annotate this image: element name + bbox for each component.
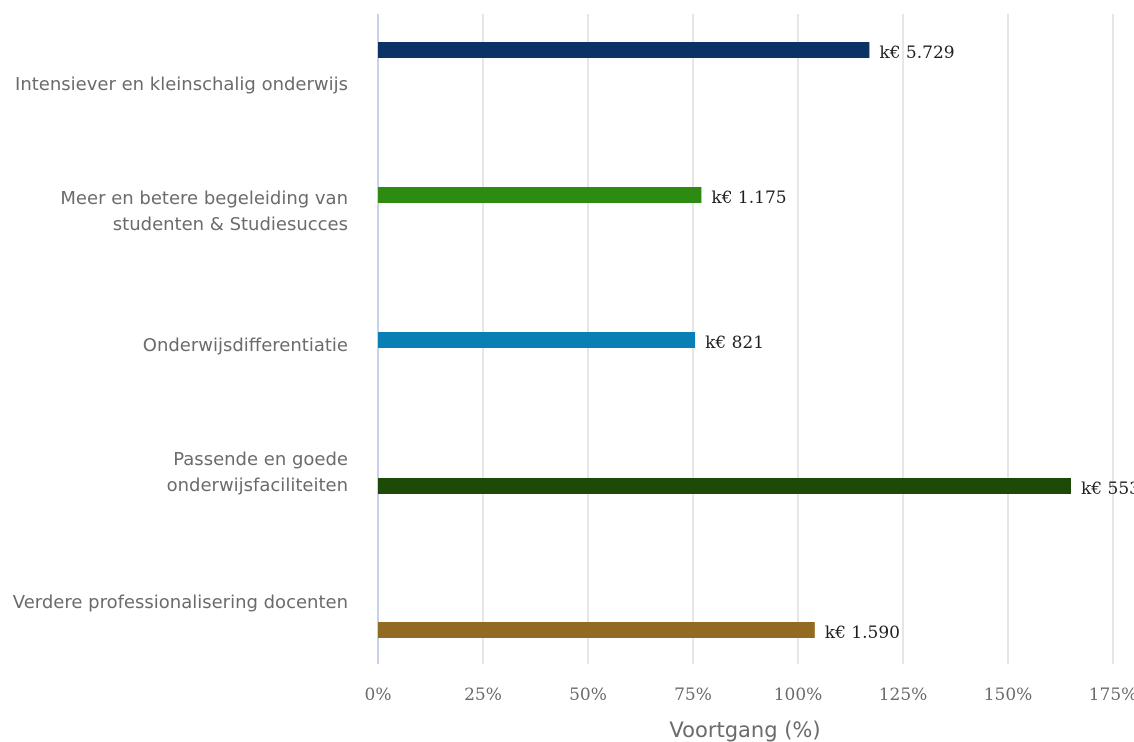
- x-tick-label: 0%: [365, 685, 392, 705]
- category-label: Meer en betere begeleiding van: [60, 188, 348, 209]
- category-label: Intensiever en kleinschalig onderwijs: [15, 74, 348, 95]
- data-labels: k€ 5.729 k€ 1.175 k€ 821 k€ 553 k€ 1.590: [705, 43, 1134, 643]
- category-label: Verdere professionalisering docenten: [13, 592, 348, 613]
- data-label: k€ 821: [705, 333, 764, 353]
- x-axis-title: Voortgang (%): [669, 718, 820, 742]
- bar: [378, 478, 1071, 494]
- bar: [378, 187, 702, 203]
- data-label: k€ 5.729: [879, 43, 954, 63]
- category-label: studenten & Studiesucces: [113, 214, 348, 235]
- category-label: Onderwijsdifferentiatie: [143, 335, 348, 356]
- x-tick-label: 100%: [774, 685, 823, 705]
- x-tick-label: 25%: [464, 685, 502, 705]
- data-label: k€ 553: [1081, 479, 1134, 499]
- x-tick-labels: 0% 25% 50% 75% 100% 125% 150% 175%: [365, 685, 1134, 705]
- x-tick-label: 175%: [1089, 685, 1134, 705]
- category-label: Passende en goede: [173, 449, 348, 470]
- x-tick-label: 75%: [674, 685, 712, 705]
- bar: [378, 622, 815, 638]
- bars: [378, 42, 1071, 638]
- data-label: k€ 1.590: [825, 623, 900, 643]
- bar: [378, 42, 870, 58]
- data-label: k€ 1.175: [711, 188, 786, 208]
- bar: [378, 332, 696, 348]
- x-tick-label: 125%: [879, 685, 928, 705]
- category-label: onderwijsfaciliteiten: [167, 475, 348, 496]
- category-labels: Intensiever en kleinschalig onderwijs Mee…: [13, 74, 348, 613]
- x-tick-label: 150%: [984, 685, 1033, 705]
- x-tick-label: 50%: [569, 685, 607, 705]
